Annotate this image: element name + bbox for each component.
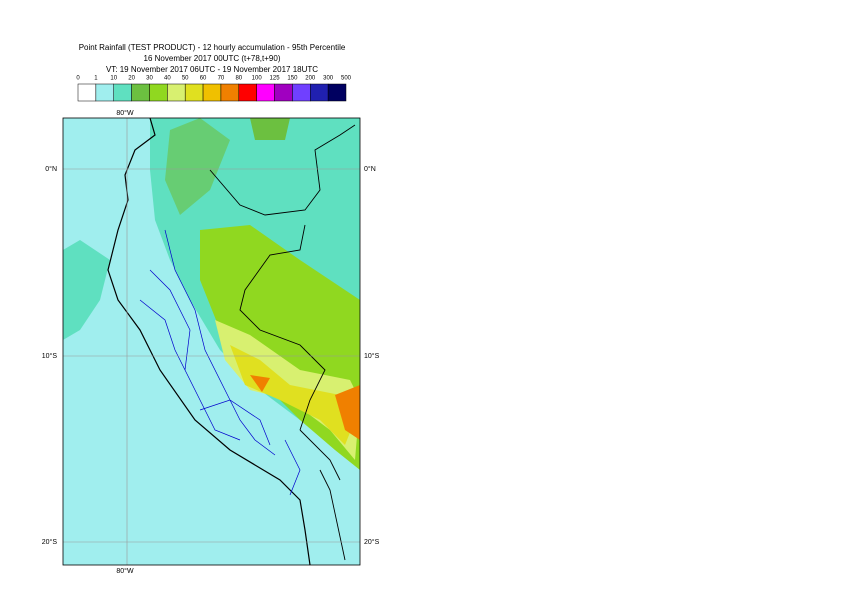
region-border (139, 229, 301, 496)
colorbar-swatch (131, 83, 150, 102)
colorbar: 0 1 10 20 30 40 50 60 70 80 100 125 150 200 300 500 (76, 76, 352, 102)
colorbar-tick-label: 80 (235, 76, 242, 82)
field-orange (335, 385, 360, 440)
lon-label: 80°W (116, 567, 134, 575)
colorbar-swatch (77, 83, 97, 102)
colorbar-swatch (310, 83, 329, 102)
colorbar-swatch (95, 83, 114, 102)
colorbar-swatch (256, 83, 275, 102)
map-field (63, 118, 360, 565)
colorbar-tick-label: 10 (110, 76, 117, 82)
colorbar-tick-label: 300 (323, 76, 334, 82)
field-yellow (230, 345, 355, 445)
lat-label: 0°N (364, 165, 376, 173)
colorbar-tick-label: 30 (146, 76, 153, 82)
title-line: VT: 19 November 2017 06UTC - 19 November… (106, 65, 318, 74)
colorbar-tick-label: 70 (218, 76, 225, 82)
colorbar-tick-label: 200 (305, 76, 316, 82)
colorbar-tick-label: 100 (252, 76, 263, 82)
lat-label: 20°S (364, 538, 380, 546)
border (209, 124, 356, 561)
colorbar-swatch (184, 83, 204, 102)
colorbar-tick-label: 125 (270, 76, 281, 82)
colorbar-swatch (167, 83, 186, 102)
colorbar-swatch (238, 83, 257, 102)
lat-label: 20°S (42, 538, 58, 546)
colorbar-tick-label: 0 (76, 76, 80, 82)
colorbar-tick-label: 20 (128, 76, 135, 82)
lat-label: 10°S (364, 352, 380, 360)
lat-label: 10°S (42, 352, 58, 360)
field-green (165, 118, 230, 215)
colorbar-swatch (220, 83, 240, 102)
colorbar-tick-label: 150 (287, 76, 298, 82)
coastline (107, 118, 311, 565)
colorbar-tick-label: 50 (182, 76, 189, 82)
colorbar-tick-label: 40 (164, 76, 171, 82)
field-green (250, 118, 290, 140)
field-teal (63, 240, 110, 340)
colorbar-tick-label: 1 (94, 76, 98, 82)
colorbar-swatch (274, 83, 293, 102)
lon-label: 80°W (116, 109, 134, 117)
colorbar-swatch (292, 83, 311, 102)
colorbar-swatch (327, 83, 347, 102)
title-line: Point Rainfall (TEST PRODUCT) - 12 hourl… (79, 43, 346, 52)
colorbar-swatch (202, 83, 222, 102)
colorbar-tick-label: 60 (200, 76, 207, 82)
title-line: 16 November 2017 00UTC (t+78,t+90) (144, 54, 281, 63)
colorbar-tick-label: 500 (341, 76, 352, 82)
lat-label: 0°N (45, 165, 57, 173)
title-block: Point Rainfall (TEST PRODUCT) - 12 hourl… (79, 43, 346, 74)
field-orange (250, 375, 270, 392)
colorbar-swatch (149, 83, 168, 102)
map-frame (62, 117, 361, 566)
colorbar-swatch (113, 83, 132, 102)
